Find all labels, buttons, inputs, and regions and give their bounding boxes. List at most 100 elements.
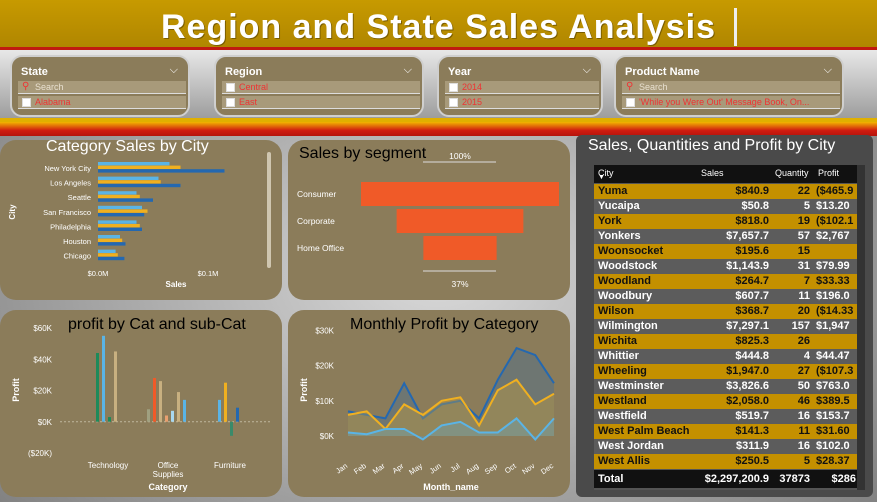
table-row[interactable]: Whittier $444.8 4 $44.47 [594, 349, 857, 364]
segment-funnel-chart[interactable]: Consumer Corporate Home Office 100% 37% [288, 140, 570, 300]
table-row[interactable]: York $818.0 19 ($102.1 [594, 214, 857, 229]
state-search-input[interactable]: ⚲ Search [18, 81, 186, 94]
monthly-profit-title: Monthly Profit by Category [350, 316, 539, 333]
product-option[interactable]: 'While you Were Out' Message Book, On... [622, 96, 840, 109]
region-option[interactable]: East [222, 96, 420, 109]
category-sales-chart[interactable]: New York City Los Angeles Seattle San Franc… [0, 140, 282, 300]
total-label: Total [598, 473, 624, 485]
chevron-down-icon[interactable]: ⌵ [403, 64, 412, 76]
sales-cell: $1,143.9 [726, 260, 769, 272]
city-cell: West Jordan [598, 440, 664, 452]
checkbox[interactable] [626, 98, 635, 107]
column-header-quantity[interactable]: Quantity [775, 168, 809, 178]
table-row[interactable]: Woonsocket $195.6 15 [594, 244, 857, 259]
table-row[interactable]: Westfield $519.7 16 $153.7 [594, 409, 857, 424]
sales-cell: $818.0 [735, 215, 769, 227]
profit-cell: $153.7 [816, 410, 850, 422]
quantity-cell: 5 [803, 200, 810, 212]
checkbox[interactable] [449, 98, 458, 107]
table-row[interactable]: Woodbury $607.7 11 $196.0 [594, 289, 857, 304]
sales-cell: $141.3 [735, 425, 769, 437]
city-cell: Wilmington [598, 320, 658, 332]
product-search-input[interactable]: ⚲ Search [622, 81, 840, 94]
year-option[interactable]: 2014 [445, 81, 599, 94]
city-cell: Yucaipa [598, 200, 640, 212]
table-row[interactable]: West Jordan $311.9 16 $102.0 [594, 439, 857, 454]
checkbox[interactable] [226, 98, 235, 107]
month-tick-label: Mar [371, 461, 387, 476]
table-row[interactable]: Woodstock $1,143.9 31 $79.99 [594, 259, 857, 274]
city-cell: Wheeling [598, 365, 647, 377]
city-sales-bar [98, 235, 120, 239]
monthly-profit-chart[interactable]: $30K $20K $10K $0K Jan Feb Mar Apr May Jun Jul Aug S… [288, 310, 570, 497]
table-row[interactable]: Yuma $840.9 22 ($465.9 [594, 184, 857, 199]
table-row[interactable]: Yucaipa $50.8 5 $13.20 [594, 199, 857, 214]
year-slicer-title: Year [448, 66, 472, 78]
profit-cell: $1,947 [816, 320, 850, 332]
checkbox[interactable] [22, 98, 31, 107]
page-title: Region and State Sales Analysis [160, 8, 717, 46]
table-row[interactable]: West Allis $250.5 5 $28.37 [594, 454, 857, 469]
quantity-cell: 157 [791, 320, 810, 332]
city-sales-bar [98, 209, 148, 213]
total-profit: $286 [831, 473, 856, 485]
city-cell: Westland [598, 395, 647, 407]
quantity-cell: 26 [797, 335, 810, 347]
y-tick-label: $30K [315, 327, 334, 336]
table-row[interactable]: Wilmington $7,297.1 157 $1,947 [594, 319, 857, 334]
table-row[interactable]: Woodland $264.7 7 $33.33 [594, 274, 857, 289]
city-cell: Yonkers [598, 230, 641, 242]
state-option[interactable]: Alabama [18, 96, 186, 109]
segment-label: Corporate [297, 216, 335, 226]
chevron-down-icon[interactable]: ⌵ [823, 64, 832, 76]
chevron-down-icon[interactable]: ⌵ [169, 64, 178, 76]
quantity-cell: 22 [797, 185, 810, 197]
profit-cell: $44.47 [816, 350, 850, 362]
column-header-sales[interactable]: Sales [701, 168, 724, 178]
city-tick-label: San Francisco [43, 208, 91, 217]
city-cell: West Palm Beach [598, 425, 690, 437]
sales-cell: $250.5 [735, 455, 769, 467]
sales-table[interactable]: City ▼ Sales Quantity Profit Yuma $840.9 2… [594, 165, 857, 490]
checkbox[interactable] [226, 83, 235, 92]
quantity-cell: 27 [797, 365, 810, 377]
month-tick-label: May [407, 461, 424, 477]
y-tick-label: $0K [320, 432, 335, 441]
series-line [347, 417, 555, 441]
subcategory-bar [165, 415, 168, 422]
city-sales-bar [98, 253, 118, 257]
state-slicer[interactable]: State ⌵ ⚲ Search Alabama [10, 55, 190, 117]
quantity-cell: 7 [803, 275, 810, 287]
month-tick-label: Feb [352, 461, 368, 476]
table-scrollbar[interactable] [857, 165, 865, 490]
table-row[interactable]: West Palm Beach $141.3 11 $31.60 [594, 424, 857, 439]
table-row[interactable]: Westminster $3,826.6 50 $763.0 [594, 379, 857, 394]
city-tick-label: Chicago [63, 252, 91, 261]
checkbox[interactable] [449, 83, 458, 92]
y-axis-label: Profit [11, 378, 21, 402]
subcategory-bar [177, 392, 180, 422]
chevron-down-icon[interactable]: ⌵ [582, 64, 591, 76]
table-row[interactable]: Yonkers $7,657.7 57 $2,767 [594, 229, 857, 244]
table-row[interactable]: Westland $2,058.0 46 $389.5 [594, 394, 857, 409]
table-row[interactable]: Wheeling $1,947.0 27 ($107.3 [594, 364, 857, 379]
product-slicer[interactable]: Product Name ⌵ ⚲ Search 'While you Were O… [614, 55, 844, 117]
segment-sales-title: Sales by segment [299, 145, 427, 162]
y-tick-label: $0K [38, 418, 53, 427]
profit-cat-chart[interactable]: $60K $40K $20K $0K ($20K) Technology Office Sup… [0, 310, 282, 497]
sort-desc-icon[interactable]: ▼ [598, 174, 605, 181]
region-slicer[interactable]: Region ⌵ Central East [214, 55, 424, 117]
column-header-profit[interactable]: Profit [818, 168, 840, 178]
region-slicer-title: Region [225, 66, 263, 78]
table-row[interactable]: Wilson $368.7 20 ($14.33 [594, 304, 857, 319]
y-tick-label: $10K [315, 397, 334, 406]
region-option[interactable]: Central [222, 81, 420, 94]
sales-cell: $825.3 [735, 335, 769, 347]
year-option[interactable]: 2015 [445, 96, 599, 109]
subcategory-bar [183, 399, 186, 422]
year-slicer[interactable]: Year ⌵ 2014 2015 [437, 55, 603, 117]
column-header-city[interactable]: City [598, 168, 614, 178]
city-cell: Woodstock [598, 260, 658, 272]
sales-cell: $368.7 [735, 305, 769, 317]
table-row[interactable]: Wichita $825.3 26 [594, 334, 857, 349]
